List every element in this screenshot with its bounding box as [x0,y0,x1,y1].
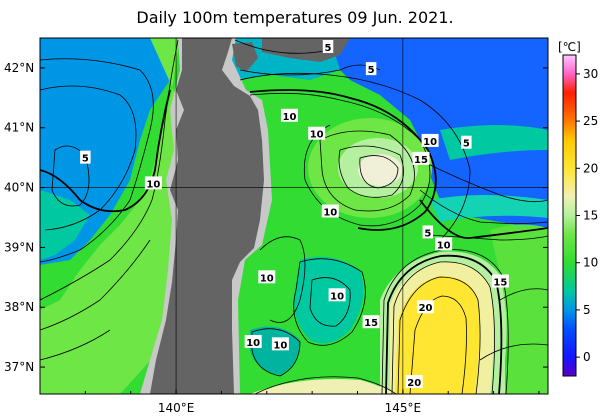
colorbar-tick-label: 20 [583,161,598,175]
contour-label: 20 [407,378,421,389]
contour-label-bg [435,237,453,251]
contour-label: 20 [419,303,433,314]
colorbar: [℃] 30 25 20 15 10 5 0 [558,40,598,377]
colorbar-tick-label: 5 [583,303,591,317]
contour-label-bg [421,133,439,147]
land-oshima [232,42,258,72]
contour-label-bg [144,176,162,190]
contour-label-bg [328,288,346,302]
contour-label-bg [258,270,276,284]
contour-label-bg [244,334,262,348]
contour-label: 10 [246,338,260,349]
contour-label: 5 [325,43,332,54]
lat-label: 41°N [4,121,34,135]
warm-strip-japan-sea [40,38,180,394]
contour-label: 15 [364,318,378,329]
contour-label: 10 [437,240,451,251]
colorbar-tick-label: 25 [583,114,598,128]
contour-label-bg [308,126,326,140]
colorbar-tick-label: 0 [583,350,591,364]
contour-label: 10 [323,208,337,219]
lon-label: 140°E [158,401,195,415]
contour-label-bg [321,204,339,218]
contour-label-bg [422,225,434,239]
contour-label: 10 [310,130,324,141]
lat-label: 40°N [4,181,34,195]
lon-label: 145°E [385,401,422,415]
east-warm-green [490,224,548,394]
contour-labels: 5 5 5 10 10 10 10 15 5 10 5 10 10 15 10 20 15 10 10 20 [80,39,509,389]
graticule [40,38,548,394]
latitude-axis: 42°N 41°N 40°N 39°N 38°N 37°N [4,61,548,374]
map-title: Daily 100m temperatures 09 Jun. 2021. [136,8,454,27]
kuroshio-south-edge [250,378,395,394]
lat-label: 38°N [4,300,34,314]
contour-label-bg [461,135,472,149]
contour-label: 15 [493,278,507,289]
colorbar-unit: [℃] [558,40,581,54]
contour-label: 10 [330,291,344,302]
contour-label-bg [322,39,334,53]
plot-frame [39,37,549,395]
kuroshio-warm-core [395,276,480,394]
colorbar-tick-label: 30 [583,67,598,81]
longitude-axis: 140°E 145°E [39,389,540,415]
contour-label: 5 [82,154,89,165]
contour-label-bg [417,300,435,314]
contour-label: 10 [283,112,297,123]
contour-label: 15 [414,155,428,166]
lat-label: 39°N [4,240,34,254]
colorbar-ticks: 30 25 20 15 10 5 0 [576,67,598,364]
contour-label: 10 [146,179,160,190]
cool-water-japan-sea [40,190,90,260]
colorbar-bar [562,54,577,377]
contour-label-bg [412,151,430,165]
land-honshu [150,38,264,394]
colorbar-tick-label: 10 [583,256,598,270]
contour-label-bg [362,315,380,329]
contour-lines [40,39,548,394]
colorbar-tick-label: 15 [583,209,598,223]
lat-label: 37°N [4,360,34,374]
contour-label-bg [80,150,91,164]
contour-label: 10 [423,137,437,148]
contour-label-bg [491,274,509,288]
contour-label: 5 [463,139,470,150]
contour-label: 10 [260,273,274,284]
contour-label-bg [271,337,289,351]
lat-label: 42°N [4,61,34,75]
contour-label-bg [405,375,423,389]
contour-label: 5 [424,228,431,239]
plot-area: 5 5 5 10 10 10 10 15 5 10 5 10 10 15 10 20 15 10 10 20 [40,38,548,394]
contour-label: 10 [273,340,287,351]
cyan-eddy-east [440,125,548,160]
contour-label: 5 [368,65,375,76]
contour-label-bg [280,108,298,122]
contour-label-bg [365,62,377,76]
warm-eddy-center [358,154,402,186]
